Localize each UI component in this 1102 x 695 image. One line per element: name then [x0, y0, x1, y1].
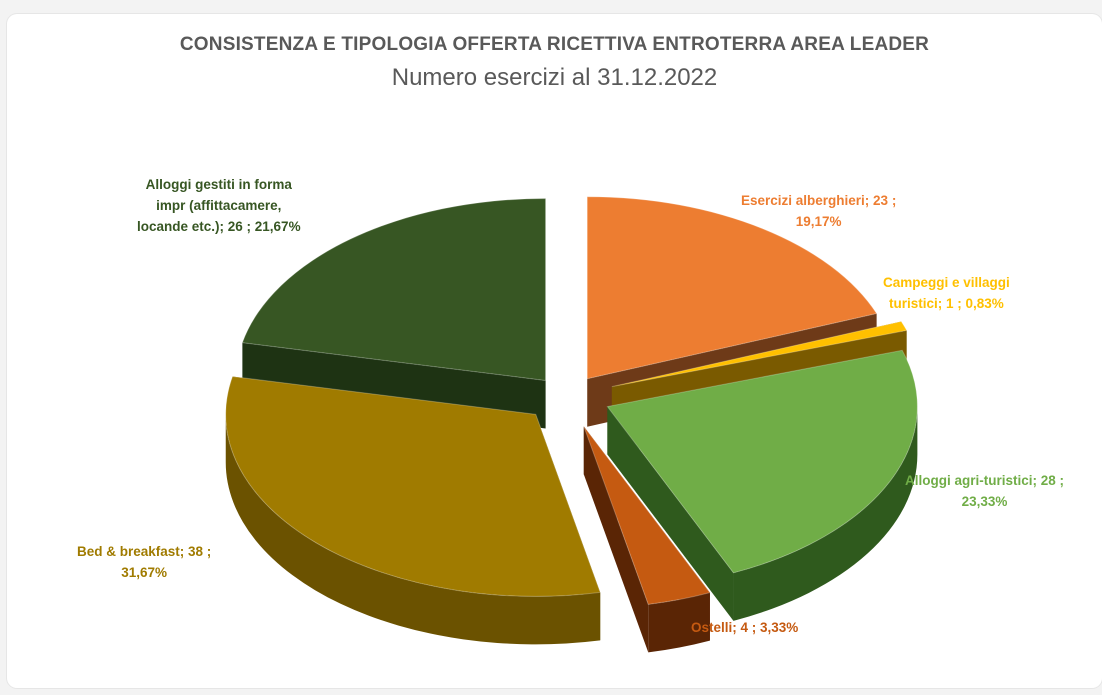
chart-subtitle: Numero esercizi al 31.12.2022	[391, 64, 718, 91]
pie-slice-alberghieri[interactable]	[586, 196, 878, 380]
chart-title: CONSISTENZA E TIPOLOGIA OFFERTA RICETTIV…	[179, 34, 930, 55]
data-label-line: 19,17%	[795, 214, 842, 229]
data-label-line: 31,67%	[121, 565, 168, 580]
pie-slice-campeggi[interactable]	[611, 320, 908, 388]
data-label-line: Ostelli; 4 ; 3,33%	[691, 620, 799, 635]
pie-slice-ostelli[interactable]	[583, 426, 711, 605]
data-label-campeggi: Campeggi e villaggi turistici; 1 ; 0,83%	[883, 272, 1010, 314]
pie-slice-agriturismi[interactable]	[606, 349, 918, 574]
data-label-line: Campeggi e villaggi	[883, 275, 1010, 290]
data-label-line: impr (affittacamere,	[156, 198, 282, 213]
pie-slice-bnb[interactable]	[225, 375, 601, 597]
data-label-affittacamere: Alloggi gestiti in forma impr (affittacam…	[137, 174, 301, 237]
data-label-line: 23,33%	[961, 494, 1008, 509]
data-label-line: Alloggi gestiti in forma	[145, 177, 292, 192]
data-label-line: locande etc.); 26 ; 21,67%	[137, 219, 301, 234]
pie-chart	[225, 196, 918, 653]
data-label-ostelli: Ostelli; 4 ; 3,33%	[691, 617, 798, 638]
pie-slice-affittacamere[interactable]	[241, 197, 547, 382]
data-label-bnb: Bed & breakfast; 38 ; 31,67%	[77, 541, 211, 583]
chart-card: CONSISTENZA E TIPOLOGIA OFFERTA RICETTIV…	[7, 14, 1102, 688]
data-label-line: turistici; 1 ; 0,83%	[888, 296, 1004, 311]
data-label-line: Alloggi agri-turistici; 28 ;	[905, 473, 1065, 488]
data-label-line: Esercizi alberghieri; 23 ;	[741, 193, 897, 208]
data-label-alberghieri: Esercizi alberghieri; 23 ; 19,17%	[741, 190, 896, 232]
data-label-line: Bed & breakfast; 38 ;	[77, 544, 212, 559]
data-label-agriturismi: Alloggi agri-turistici; 28 ; 23,33%	[905, 470, 1064, 512]
